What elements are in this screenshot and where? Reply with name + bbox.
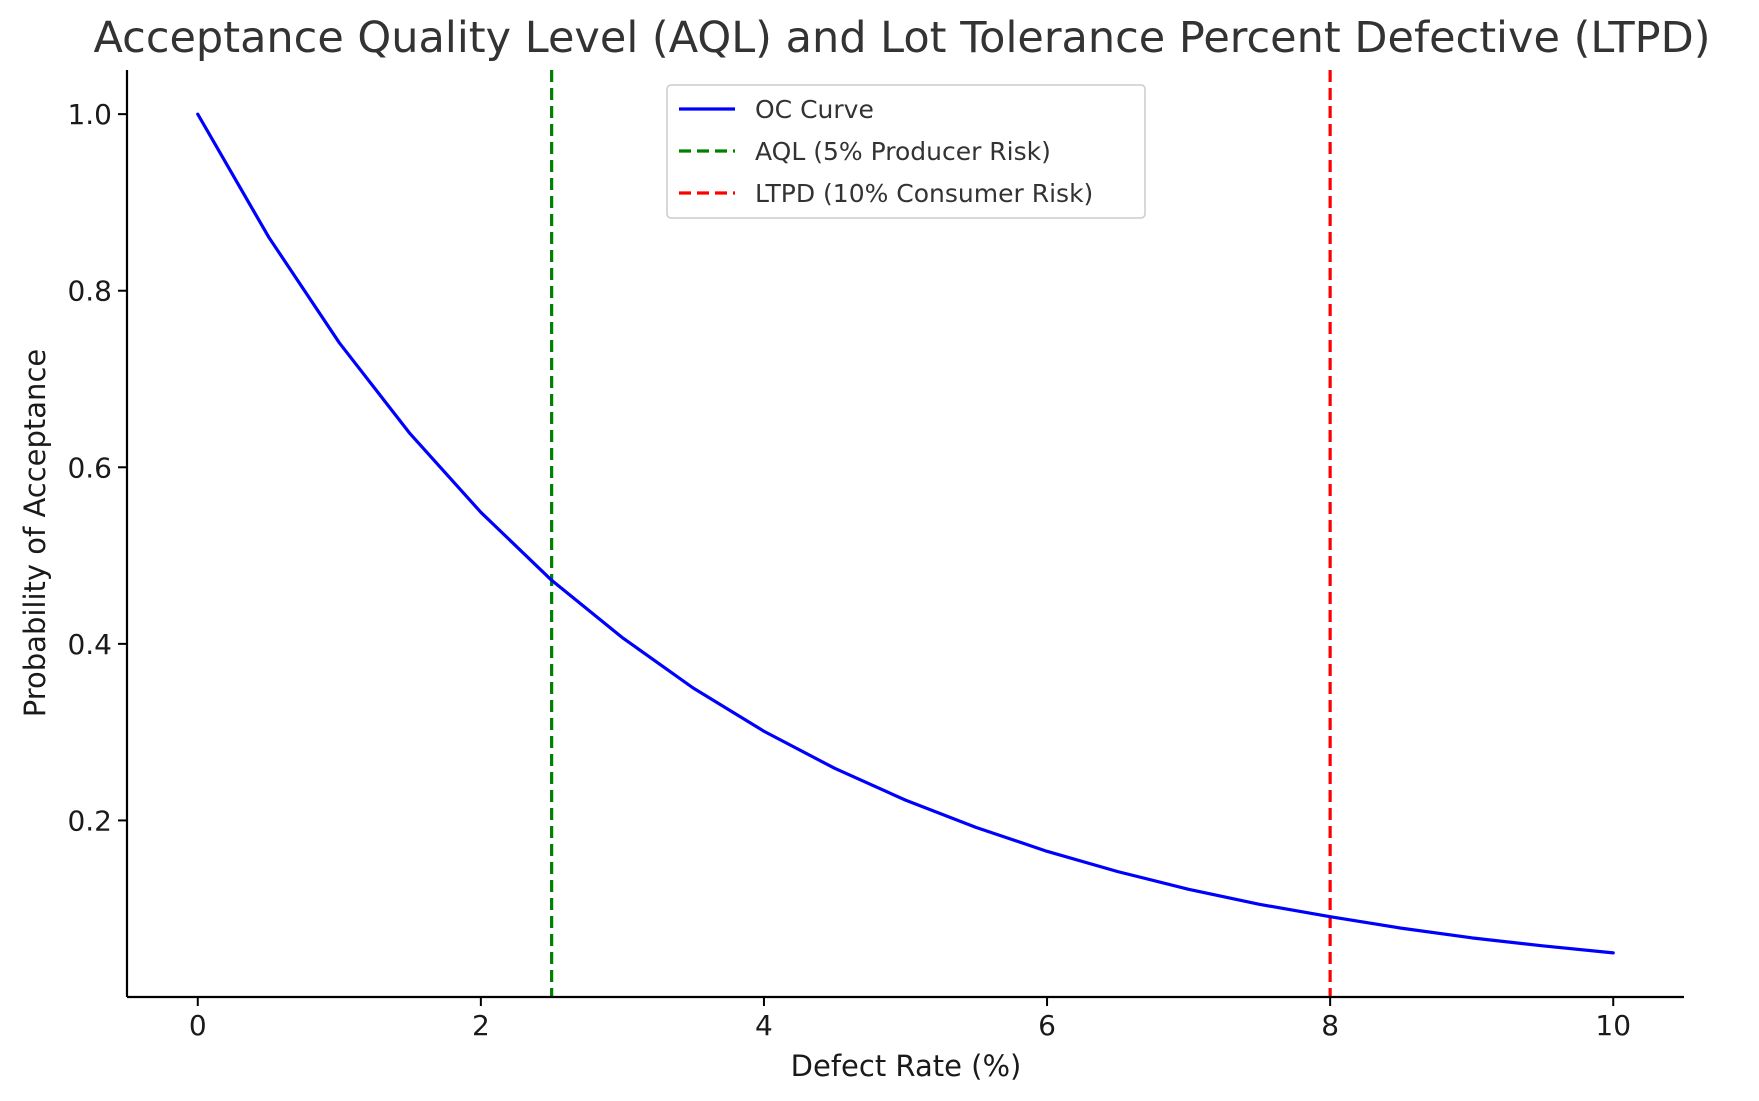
oc-curve-line (196, 112, 1615, 955)
x-tick-label: 8 (1321, 1009, 1339, 1042)
x-tick-group: 0 2 4 6 8 10 (189, 997, 1631, 1042)
y-tick-label: 0.8 (67, 275, 112, 308)
legend-box (666, 84, 1146, 219)
legend-label-ltpd: LTPD (10% Consumer Risk) (755, 179, 1093, 208)
y-tick-label: 1.0 (67, 98, 112, 131)
x-tick-label: 10 (1595, 1009, 1631, 1042)
x-tick-label: 4 (755, 1009, 773, 1042)
y-tick-label: 0.6 (67, 451, 112, 484)
x-tick-label: 6 (1038, 1009, 1056, 1042)
x-axis-title: Defect Rate (%) (791, 1049, 1022, 1083)
legend-label-oc-curve: OC Curve (755, 95, 874, 124)
x-tick-label: 0 (189, 1009, 207, 1042)
y-tick-label: 0.2 (67, 804, 112, 837)
y-tick-label: 0.4 (67, 628, 112, 661)
legend-label-aql: AQL (5% Producer Risk) (755, 137, 1051, 166)
x-tick-label: 2 (472, 1009, 490, 1042)
legend-items: OC Curve AQL (5% Producer Risk) LTPD (10% … (679, 95, 1093, 208)
y-axis-title: Probability of Acceptance (18, 349, 52, 717)
legend: OC Curve AQL (5% Producer Risk) LTPD (10% … (666, 84, 1146, 219)
plot-area (196, 70, 1615, 997)
y-tick-group: 0.2 0.4 0.6 0.8 1.0 (67, 98, 127, 837)
chart-title: Acceptance Quality Level (AQL) and Lot T… (94, 13, 1711, 63)
